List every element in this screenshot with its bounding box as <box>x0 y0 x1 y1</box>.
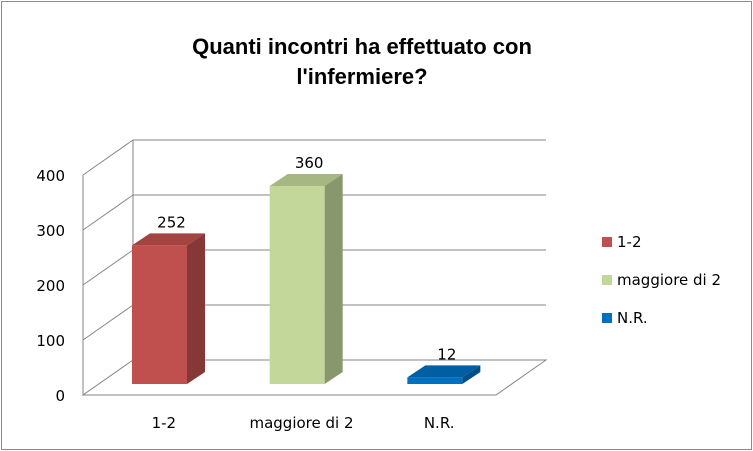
y-tick-label: 400 <box>36 167 65 185</box>
x-axis-labels: 1-2 maggiore di 2 N.R. <box>152 414 455 432</box>
y-tick-label: 100 <box>36 332 65 350</box>
bar <box>407 365 481 384</box>
x-tick-label: maggiore di 2 <box>249 414 353 432</box>
legend-swatch <box>602 275 612 285</box>
bar-front <box>269 186 325 384</box>
data-label: 12 <box>437 345 456 363</box>
bar-side <box>324 174 343 384</box>
gridline-diagonal <box>82 194 134 231</box>
gridline-diagonal <box>82 249 134 286</box>
bar <box>269 174 343 384</box>
bars <box>132 174 481 384</box>
y-tick-label: 0 <box>55 387 65 405</box>
bar-side <box>187 233 205 384</box>
y-tick-label: 300 <box>36 222 65 240</box>
x-tick-label: N.R. <box>424 414 455 432</box>
bar-top <box>132 233 205 246</box>
data-label: 360 <box>295 154 324 172</box>
legend-label: N.R. <box>617 309 648 327</box>
legend-label: 1-2 <box>617 233 642 251</box>
legend-swatch <box>602 313 612 323</box>
gridline-diagonal <box>82 139 134 176</box>
chart-title-line-1: Quanti incontri ha effettuato con <box>192 34 532 59</box>
bar-top <box>269 174 343 186</box>
bar-side <box>462 365 481 384</box>
x-tick-label: 1-2 <box>152 414 177 432</box>
chart-title-line-2: l'infermiere? <box>296 64 428 89</box>
y-tick-label: 200 <box>36 277 65 295</box>
data-labels: 252 360 12 <box>157 154 456 363</box>
y-axis-ticks: 0 100 200 300 400 <box>36 167 65 405</box>
bar-top <box>407 365 481 378</box>
legend-label: maggiore di 2 <box>617 271 721 289</box>
bar-front <box>407 377 463 384</box>
bar <box>132 233 205 384</box>
gridline-diagonal <box>82 304 134 341</box>
data-label: 252 <box>157 213 186 231</box>
chart-title: Quanti incontri ha effettuato con l'infe… <box>2 32 722 92</box>
bar-front <box>132 245 187 384</box>
legend: 1-2 maggiore di 2 N.R. <box>602 233 721 327</box>
legend-swatch <box>602 237 612 247</box>
